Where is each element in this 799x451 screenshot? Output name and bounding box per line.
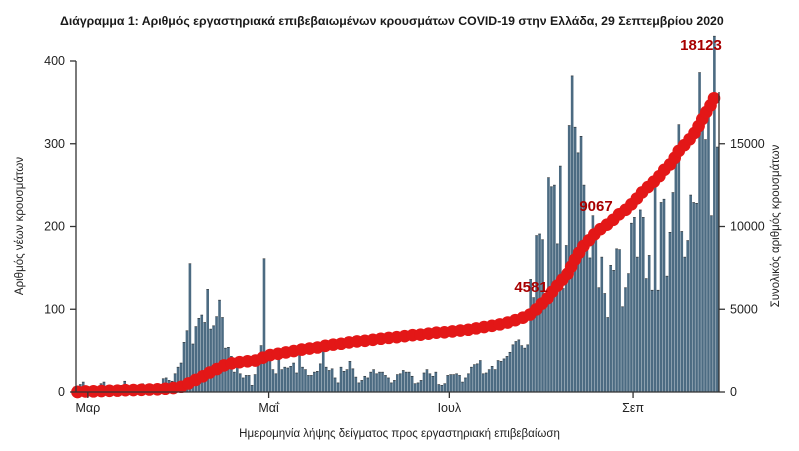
svg-text:10000: 10000 (730, 220, 765, 234)
svg-text:Μαρ: Μαρ (75, 401, 100, 415)
svg-text:200: 200 (44, 220, 65, 234)
svg-text:Μαΐ: Μαΐ (258, 401, 280, 415)
svg-text:400: 400 (44, 54, 65, 68)
svg-text:18123: 18123 (680, 37, 722, 54)
svg-text:4581: 4581 (514, 279, 547, 296)
svg-text:Σεπ: Σεπ (622, 401, 644, 415)
svg-text:15000: 15000 (730, 137, 765, 151)
svg-text:9067: 9067 (579, 198, 612, 215)
svg-text:Ιουλ: Ιουλ (438, 401, 462, 415)
svg-text:5000: 5000 (730, 302, 758, 316)
svg-text:0: 0 (730, 385, 737, 399)
svg-text:300: 300 (44, 137, 65, 151)
svg-text:100: 100 (44, 302, 65, 316)
svg-text:0: 0 (58, 385, 65, 399)
